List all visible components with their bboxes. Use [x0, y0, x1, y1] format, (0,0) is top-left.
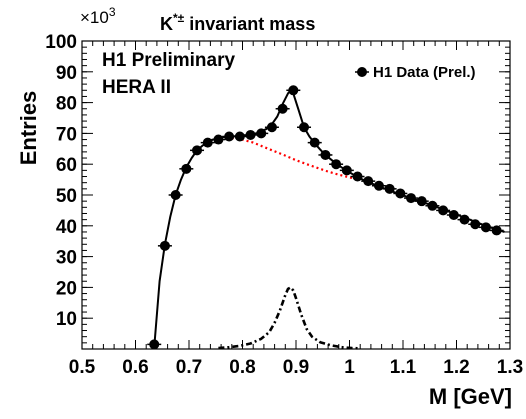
- data-point: [181, 163, 192, 174]
- data-markers: [147, 85, 504, 350]
- x-tick-label: 1.3: [497, 357, 523, 378]
- data-point: [448, 210, 459, 221]
- data-point: [213, 134, 224, 145]
- y-tick-label: 70: [56, 124, 77, 145]
- data-point: [288, 85, 299, 96]
- y-tick-label: 60: [56, 155, 77, 176]
- data-point: [416, 196, 427, 207]
- data-point: [256, 128, 267, 139]
- data-point: [438, 205, 449, 216]
- data-point: [341, 165, 352, 176]
- x-tick-label: 0.5: [69, 357, 96, 378]
- annotation-h1-preliminary: H1 Preliminary: [102, 50, 235, 71]
- y-axis-title: Entries: [16, 91, 41, 166]
- data-point: [363, 176, 374, 187]
- data-point: [266, 122, 277, 133]
- data-point: [299, 122, 310, 133]
- y-tick-label: 80: [56, 94, 77, 115]
- data-point: [395, 188, 406, 199]
- data-point: [331, 159, 342, 170]
- x-tick-label: 1: [344, 357, 355, 378]
- data-point: [202, 137, 213, 148]
- data-point: [320, 149, 331, 160]
- x-tick-label: 0.7: [176, 357, 202, 378]
- x-tick-label: 1.1: [390, 357, 417, 378]
- data-point: [224, 131, 235, 142]
- x-tick-label: 0.6: [122, 357, 148, 378]
- y-tick-label: 20: [56, 278, 77, 299]
- x-tick-label: 0.8: [229, 357, 255, 378]
- y-tick-label: 90: [56, 63, 77, 84]
- data-point: [406, 193, 417, 204]
- legend: H1 Data (Prel.): [355, 64, 476, 81]
- data-point: [149, 339, 160, 350]
- data-point: [192, 145, 203, 156]
- chart-title: K*± invariant mass: [160, 11, 315, 34]
- data-point: [309, 137, 320, 148]
- data-point: [427, 200, 438, 211]
- legend-label: H1 Data (Prel.): [373, 64, 476, 81]
- data-point: [480, 222, 491, 233]
- x-axis-title: M [GeV]: [429, 384, 512, 409]
- data-point: [277, 103, 288, 114]
- y-tick-label: 10: [56, 309, 77, 330]
- background-fit-curve: [231, 136, 361, 181]
- y-tick-label: 100: [45, 32, 77, 53]
- data-point: [170, 190, 181, 200]
- y-scale-multiplier: ×103: [80, 5, 116, 27]
- data-point: [470, 219, 481, 230]
- data-point: [384, 183, 395, 194]
- signal-fit-curve: [218, 286, 361, 350]
- y-tick-label: 40: [56, 217, 77, 238]
- y-tick-label: 50: [56, 186, 77, 207]
- data-point: [459, 214, 470, 225]
- data-point: [352, 171, 363, 182]
- x-tick-label: 0.9: [283, 357, 309, 378]
- data-point: [491, 225, 502, 236]
- axis-ticks: [81, 40, 511, 350]
- data-point: [159, 240, 170, 251]
- x-tick-label: 1.2: [443, 357, 469, 378]
- data-point: [234, 131, 245, 142]
- data-point: [373, 180, 384, 191]
- y-tick-label: 30: [56, 248, 77, 269]
- data-point: [245, 129, 256, 140]
- tick-labels: 0.5 0.6 0.7 0.8 0.9 1 1.1 1.2 1.3 10 20 30 40 50 60 70 8…: [45, 32, 523, 378]
- annotation-hera-ii: HERA II: [102, 77, 171, 98]
